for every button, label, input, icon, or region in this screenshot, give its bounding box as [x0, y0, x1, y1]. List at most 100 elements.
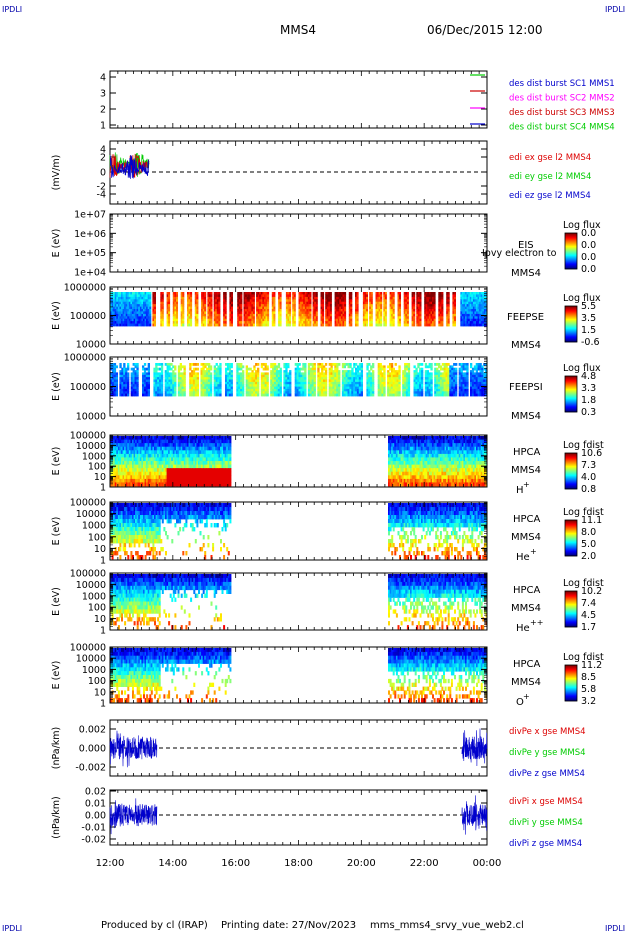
panel-eis-ylabel: E (eV) — [51, 229, 62, 258]
panel-feepse-instrument: FEEPSE — [507, 312, 544, 323]
panel-hpca_o-cbar — [564, 664, 578, 702]
x-tick-label: 00:00 — [473, 858, 502, 869]
panel-hpca_he2-ion: He — [516, 623, 530, 634]
panel-hpca_h-cbar-tick: 0.8 — [581, 484, 596, 495]
panel-hpca_he-instrument: HPCA — [513, 514, 541, 525]
panel-hpca_o-ytick: 1 — [100, 699, 106, 710]
panel-edi-ytick: -4 — [97, 190, 106, 201]
x-tick-label: 16:00 — [221, 858, 250, 869]
divpi-legend-label: divPi x gse MMS4 — [509, 797, 583, 807]
panel-hpca_o-ytick: 100 — [88, 676, 106, 687]
panel-hpca_h-sc: MMS4 — [511, 465, 541, 476]
spacecraft-title: MMS4 — [280, 23, 316, 37]
divpi-legend-label: divPi y gse MMS4 — [509, 818, 583, 828]
x-tick-label: 12:00 — [96, 858, 125, 869]
x-tick-label: 14:00 — [158, 858, 187, 869]
panel-hpca_o-ion: O — [516, 697, 524, 708]
panel-eis-instrument: EIS — [518, 240, 534, 251]
panel-eis-cbar-tick: 0.0 — [581, 264, 596, 275]
edi-series-line — [109, 154, 150, 179]
panel-hpca_he-cbar-tick: 5.0 — [581, 539, 596, 550]
corner-tag-bottom-right: IPDLI — [605, 924, 626, 933]
panel-eis-ytick: 1e+05 — [74, 248, 106, 259]
burst-legend-label: des dist burst SC3 MMS3 — [509, 108, 615, 118]
panel-edi: (mV/m) 42 0 -2-4 edi ex gse l2 MMS4 edi ey gs… — [51, 140, 591, 205]
panel-hpca_h-ylabel: E (eV) — [51, 447, 62, 476]
panel-feepse: E (eV)1000000 100000 10000 FEEPSE MMS4 Log fl… — [51, 283, 601, 352]
x-tick-label: 22:00 — [410, 858, 439, 869]
panel-hpca_he-ytick: 100 — [88, 532, 106, 543]
panel-feepsi-cbar — [564, 375, 578, 413]
panel-feepsi: E (eV)1000000 100000 10000 FEEPSI MMS4 Log fl… — [51, 353, 601, 423]
panel-eis-cbar-tick: 0.0 — [581, 228, 596, 239]
panel-hpca_he2-charge: ++ — [530, 618, 543, 627]
divpe-series-line — [109, 730, 158, 768]
divpe-series-line — [461, 728, 488, 767]
divpe-legend-label: divPe z gse MMS4 — [509, 769, 585, 779]
panel-divpi-ytick: 0.02 — [85, 787, 106, 798]
panel-hpca_o-ytick: 100000 — [70, 643, 106, 654]
edi-legend-label: edi ez gse l2 MMS4 — [509, 191, 591, 201]
burst-legend-label: des dist burst SC4 MMS4 — [509, 123, 615, 133]
panel-divpi-ytick: -0.02 — [81, 835, 106, 846]
panel-hpca_he2-ytick: 100 — [88, 603, 106, 614]
panel-eis-sc: MMS4 — [511, 268, 541, 279]
panel-hpca_h-ytick: 10 — [94, 472, 106, 483]
panel-hpca_he2-ytick: 10 — [94, 614, 106, 625]
panel-hpca_o-instrument: HPCA — [513, 659, 541, 670]
panel-hpca_h-ytick: 100 — [88, 462, 106, 473]
panel-hpca_o-cbar-title: Log fdist — [563, 652, 604, 663]
panel-hpca_he-cbar-title: Log fdist — [563, 507, 604, 518]
panel-hpca_h-ion: H — [516, 485, 524, 496]
panel-hpca_o-ytick: 10000 — [76, 654, 106, 665]
panel-hpca_he2-instrument: HPCA — [513, 585, 541, 596]
footer-produced: Produced by cl (IRAP) — [101, 920, 208, 931]
panel-divpi-ytick: -0.01 — [81, 823, 106, 834]
divpe-legend-label: divPe y gse MMS4 — [509, 748, 586, 758]
panel-hpca_he2-cbar-tick: 1.7 — [581, 622, 596, 633]
panel-feepse-cbar-tick: 5.5 — [581, 301, 596, 312]
x-tick-label: 18:00 — [284, 858, 313, 869]
panel-hpca_he2-ytick: 1000 — [82, 591, 106, 602]
panel-hpca_he-cbar-tick: 8.0 — [581, 527, 596, 538]
panel-hpca_he-ytick: 1 — [100, 556, 106, 567]
panel-burst-frame — [109, 70, 488, 129]
panel-hpca_he2-ylabel: E (eV) — [51, 587, 62, 616]
panel-hpca_h-ytick: 1000 — [82, 451, 106, 462]
panel-hpca_he2-ytick: 10000 — [76, 580, 106, 591]
panel-hpca_he-cbar — [564, 519, 578, 557]
panel-divpe-ytick: 0.002 — [79, 725, 106, 736]
panel-eis-cbar — [564, 232, 578, 270]
datetime-title: 06/Dec/2015 12:00 — [427, 23, 543, 37]
panel-hpca_he-charge: + — [530, 547, 537, 556]
panel-hpca_he-ylabel: E (eV) — [51, 517, 62, 546]
panel-hpca_he2-sc: MMS4 — [511, 603, 541, 614]
divpi-legend-label: divPi z gse MMS4 — [509, 839, 582, 849]
divpe-legend-label: divPe x gse MMS4 — [509, 727, 586, 737]
panel-hpca_h-ytick: 1 — [100, 483, 106, 494]
panel-edi-ylabel: (mV/m) — [51, 155, 62, 191]
panel-burst-ytick: 3 — [100, 89, 106, 100]
panel-feepsi-cbar-tick: 4.8 — [581, 371, 596, 382]
panel-feepse-cbar-tick: 3.5 — [581, 313, 596, 324]
panel-feepsi-cbar-title: Log flux — [563, 363, 601, 374]
panel-feepse-ylabel: E (eV) — [51, 301, 62, 330]
corner-tag-top-left: IPDLI — [2, 5, 23, 14]
panel-feepse-ytick: 100000 — [70, 311, 106, 322]
panel-hpca_o-charge: + — [523, 692, 530, 701]
panel-hpca_he-ytick: 10000 — [76, 509, 106, 520]
panel-feepsi-ytick: 10000 — [76, 412, 106, 423]
panel-hpca_h-charge: + — [523, 480, 530, 489]
panel-hpca_he-sc: MMS4 — [511, 532, 541, 543]
panel-hpca_o-cbar-tick: 8.5 — [581, 672, 596, 683]
corner-tag-top-right: IPDLI — [605, 5, 626, 14]
panel-hpca_o-cbar-tick: 11.2 — [581, 660, 602, 671]
panel-divpi-ylabel: (nPa/km) — [51, 796, 62, 839]
panel-eis-frame — [109, 213, 488, 273]
panel-feepse-ytick: 1000000 — [64, 283, 106, 294]
panel-hpca_he-ytick: 10 — [94, 544, 106, 555]
panel-edi-ytick: 2 — [100, 153, 106, 164]
